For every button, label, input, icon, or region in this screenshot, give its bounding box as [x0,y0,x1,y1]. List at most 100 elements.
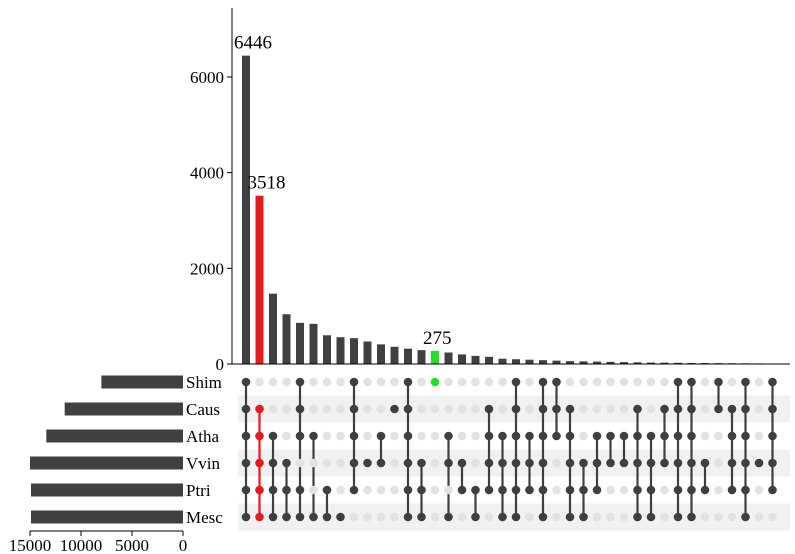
matrix-dot-filled [619,431,629,441]
matrix-dot-filled [511,431,521,441]
matrix-dot-empty [457,404,467,414]
matrix-dot-empty [579,377,588,387]
matrix-dot-filled [673,377,683,387]
matrix-dot-filled [417,458,426,468]
intersection-bar [390,346,399,364]
matrix-dot-filled [714,377,723,387]
intersection-bar [269,293,277,364]
matrix-dot-empty [714,431,723,441]
matrix-dot-empty [606,377,615,387]
matrix-dot-empty [417,377,426,387]
matrix-dot-empty [619,485,629,495]
matrix-dot-filled [565,431,575,441]
matrix-dot-empty [619,377,629,387]
intersection-bar [633,362,642,364]
matrix-dot-filled [363,458,372,468]
matrix-dot-empty [700,431,710,441]
matrix-dot-filled [349,485,359,495]
matrix-dot-empty [363,431,372,441]
matrix-dot-empty [363,377,372,387]
matrix-dot-empty [417,404,426,414]
matrix-dot-filled [403,485,413,495]
intersection-bar [647,362,655,364]
set-size-tick-label: 0 [179,536,188,554]
intersection-bar [363,341,372,364]
matrix-dot-filled [241,458,251,468]
matrix-dot-empty [336,485,345,495]
matrix-dot-filled [660,458,669,468]
matrix-dot-filled [498,431,507,441]
matrix-dot-empty [700,404,710,414]
matrix-dot-filled [322,485,332,495]
matrix-dot-filled [687,377,696,387]
matrix-dot-filled [484,431,494,441]
matrix-dot-filled [241,512,251,522]
matrix-dot-filled [309,431,318,441]
matrix-dot-empty [484,377,494,387]
matrix-dot-filled [592,485,602,495]
set-size-tick-label: 5000 [115,536,149,554]
y-tick-label: 2000 [190,259,224,278]
intersection-bar [579,361,588,364]
matrix-dot-filled [295,485,305,495]
matrix-dot-empty [376,485,386,495]
matrix-dot-filled [565,404,575,414]
matrix-dot-filled [565,512,575,522]
intersection-bar [606,361,615,364]
matrix-dot-filled [579,458,588,468]
matrix-dot-filled [538,431,548,441]
intersection-axis: 0 2000 4000 6000 [190,8,790,374]
intersection-bar [417,350,426,364]
matrix-dot-empty [322,458,332,468]
matrix-dot-empty [592,377,602,387]
intersection-bar [485,356,493,364]
matrix-dot-filled [727,404,737,414]
intersection-bar [593,361,601,364]
matrix-dot-filled [349,431,359,441]
matrix-dot-empty [714,458,723,468]
matrix-dot-filled [511,512,521,522]
matrix-dot-filled [498,485,507,495]
matrix-dot-filled [444,512,453,522]
set-size-bar [64,402,183,416]
matrix-dot-empty [646,404,656,414]
intersection-bar [444,352,453,364]
matrix-dot-empty [363,512,372,522]
matrix-dot-empty [714,512,723,522]
matrix-dot-empty [471,404,480,414]
matrix-dot-filled [646,431,656,441]
intersection-bar [336,337,345,364]
intersection-bar-label: 3518 [248,173,286,194]
matrix-dot-empty [336,404,345,414]
set-size-bar [101,375,183,389]
matrix-dot-filled [268,431,278,441]
matrix-dot-empty [498,377,507,387]
matrix-dot-empty [646,377,656,387]
set-label: Atha [186,427,220,446]
matrix-dot-filled [241,404,251,414]
matrix-dot-empty [754,404,764,414]
matrix-dot-filled [268,458,278,468]
matrix-dot-filled [741,512,750,522]
matrix-dot-empty [376,377,386,387]
matrix-dot-empty [322,377,332,387]
matrix-dot-filled [471,512,480,522]
matrix-dot-empty [322,431,332,441]
matrix-dot-filled [403,431,413,441]
matrix-dot-filled [295,404,305,414]
matrix-dot-filled [376,431,386,441]
intersection-bar [431,350,439,364]
matrix-dot-filled [255,458,264,468]
matrix-dot-empty [444,485,453,495]
matrix-dot-filled [741,377,750,387]
matrix-dot-filled [498,458,507,468]
matrix-dot-filled [741,458,750,468]
matrix-dot-filled [565,458,575,468]
matrix-dot-empty [444,404,453,414]
intersection-bar-label: 275 [423,328,452,349]
intersection-bar [471,355,480,364]
matrix-dot-empty [660,377,669,387]
matrix-dot-filled [403,377,413,387]
matrix-dot-filled [646,512,656,522]
